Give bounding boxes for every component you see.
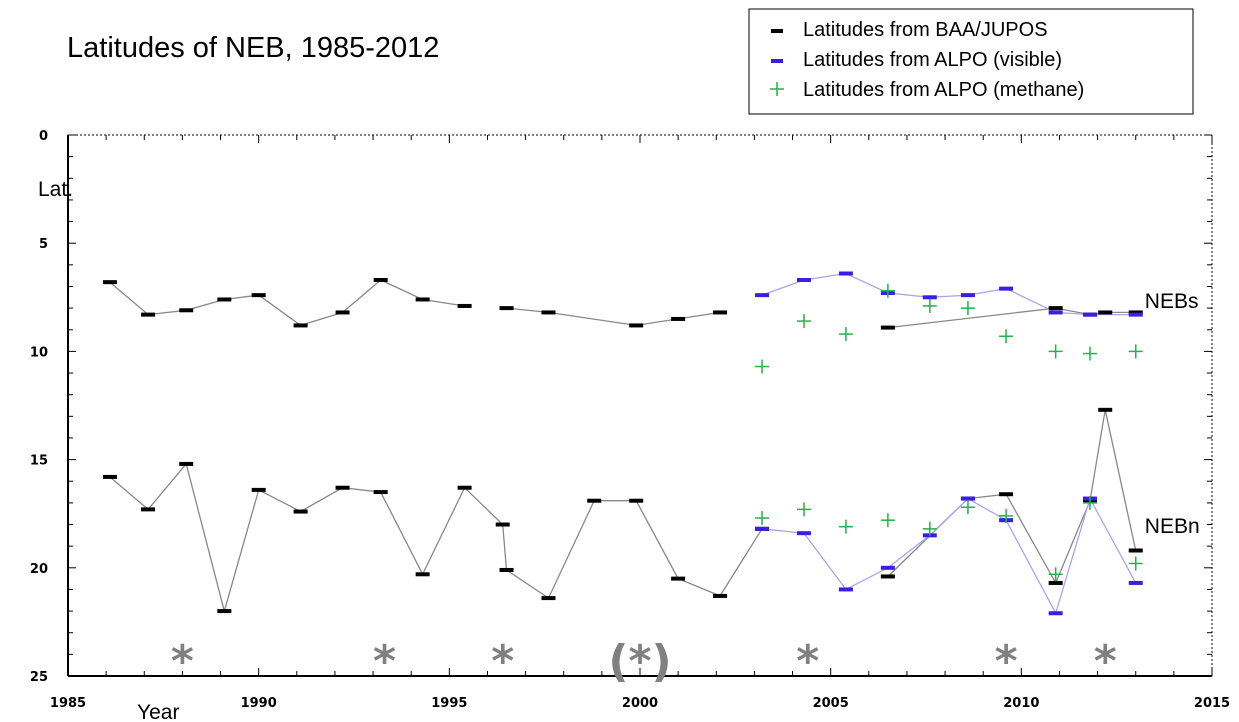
x-tick-label: 1990 — [241, 696, 277, 711]
alpo-methane-point — [922, 298, 937, 313]
x-axis-label: Year — [137, 701, 179, 722]
x-tick-label: 1985 — [50, 696, 86, 711]
alpo-methane-point — [755, 511, 770, 526]
alpo-methane-point — [1128, 344, 1143, 359]
chart-title: Latitudes of NEB, 1985-2012 — [67, 32, 439, 64]
x-tick-label: 2000 — [622, 696, 658, 711]
series-line — [109, 462, 763, 614]
y-axis: 0 5 10 15 20 25 — [30, 129, 1212, 685]
alpo-methane-point — [880, 513, 895, 528]
legend-label: Latitudes from BAA/JUPOS — [803, 19, 1048, 41]
event-marker: * — [171, 636, 194, 687]
alpo-methane-point — [960, 301, 975, 316]
alpo-methane-point — [999, 329, 1014, 344]
event-marker: (*) — [608, 636, 671, 687]
series-annotation: NEBn — [1145, 515, 1200, 538]
annotations: NEBs NEBn — [1145, 290, 1200, 538]
y-tick-label: 0 — [39, 129, 48, 144]
series-line — [506, 307, 721, 327]
x-tick-label: 2010 — [1003, 696, 1039, 711]
series-markers — [102, 271, 1143, 616]
y-tick-label: 20 — [30, 562, 48, 577]
event-marker: * — [373, 636, 396, 687]
series-annotation: NEBs — [1145, 290, 1199, 313]
x-tick-label: 2005 — [813, 696, 849, 711]
series-line — [761, 496, 1137, 615]
alpo-methane-point — [796, 502, 811, 517]
event-marker: * — [491, 636, 514, 687]
alpo-methane-point — [1082, 346, 1097, 361]
legend-label: Latitudes from ALPO (methane) — [803, 79, 1084, 101]
series-line — [761, 272, 1136, 316]
event-marker: * — [995, 636, 1018, 687]
alpo-methane-point — [922, 521, 937, 536]
alpo-methane-point — [796, 314, 811, 329]
series-lines — [109, 272, 1137, 615]
legend-label: Latitudes from ALPO (visible) — [803, 49, 1062, 71]
event-marker: * — [1094, 636, 1117, 687]
legend-marker-plus — [770, 82, 784, 96]
alpo-methane-point — [838, 519, 853, 534]
alpo-methane-point — [1048, 567, 1063, 582]
y-tick-label: 10 — [30, 345, 48, 360]
alpo-methane-point — [1128, 556, 1143, 571]
alpo-methane-point — [1048, 344, 1063, 359]
alpo-methane-point — [880, 283, 895, 298]
series-line — [109, 279, 465, 327]
legend: Latitudes from BAA/JUPOS Latitudes from A… — [748, 8, 1194, 115]
legend-box — [748, 8, 1194, 115]
event-marker: * — [796, 636, 819, 687]
alpo-methane-point — [838, 327, 853, 342]
x-tick-label: 2015 — [1194, 696, 1230, 711]
alpo-methane-point — [960, 500, 975, 515]
alpo-methane-point — [999, 508, 1014, 523]
plot-area — [67, 134, 1213, 677]
event-markers: * * * (*) * * * — [171, 636, 1117, 687]
y-tick-label: 5 — [39, 237, 48, 252]
alpo-methane-point — [1082, 495, 1097, 510]
series-line — [887, 409, 1137, 585]
y-tick-label: 15 — [30, 454, 48, 469]
x-axis: 1985 1990 1995 2000 2005 2010 2015 — [50, 135, 1230, 711]
y-axis-label: Lat. — [38, 178, 73, 201]
x-tick-label: 1995 — [431, 696, 467, 711]
y-tick-label: 25 — [30, 670, 48, 685]
alpo-methane-point — [755, 359, 770, 374]
